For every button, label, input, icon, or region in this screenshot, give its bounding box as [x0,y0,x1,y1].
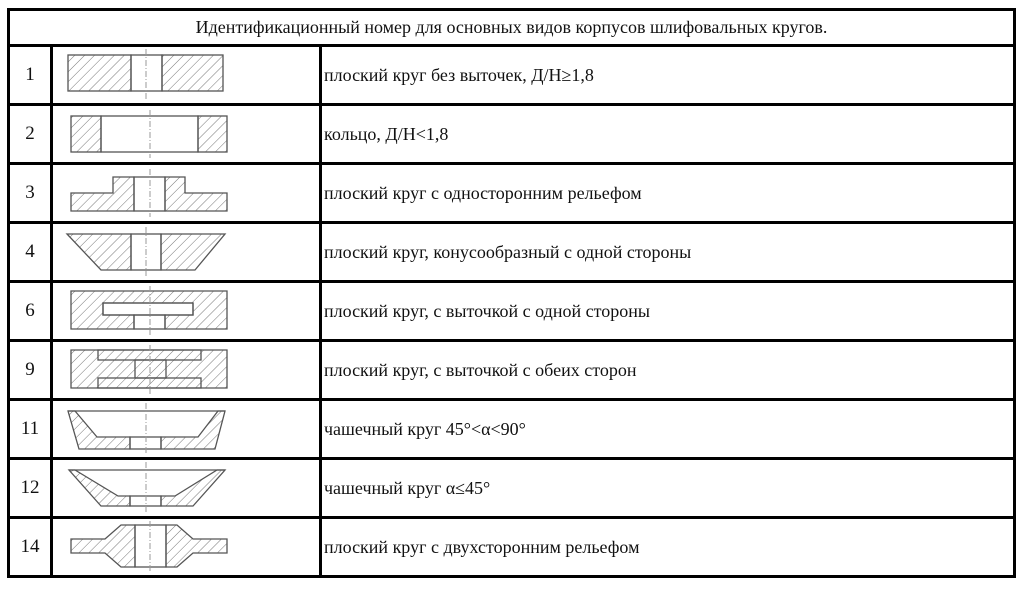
one-side-taper-icon [65,227,227,276]
wheel-types-table: Идентификационный номер для основных вид… [7,8,1016,578]
one-side-relief-icon [70,169,228,217]
row-description: чашечный круг α≤45° [319,457,1016,519]
row-description: кольцо, Д/Н<1,8 [319,103,1016,165]
ring-icon [70,110,228,158]
row-number: 3 [7,162,53,224]
row-description: плоский круг с односторонним рельефом [319,162,1016,224]
table-row: 9 плоский круг, с выточкой с обеих сторо… [7,339,1016,401]
table-row: 4 плоский круг, конусообразный с одной с… [7,221,1016,283]
table-row: 3 плоский круг с односторонним рельефом [7,162,1016,224]
row-number: 6 [7,280,53,342]
row-description: плоский круг, конусообразный с одной сто… [319,221,1016,283]
row-number: 11 [7,398,53,460]
table-row: 2 кольцо, Д/Н<1,8 [7,103,1016,165]
row-number: 14 [7,516,53,578]
row-description: плоский круг, с выточкой с обеих сторон [319,339,1016,401]
row-number: 9 [7,339,53,401]
one-side-recess-icon [70,286,228,335]
two-side-recess-icon [70,345,228,394]
table-row: 14 плоский круг с двухсторонним рельефом [7,516,1016,578]
row-description: плоский круг без выточек, Д/Н≥1,8 [319,44,1016,106]
table-row: 12 чашечный круг α≤45° [7,457,1016,519]
flat-cup-wheel-icon [67,462,227,512]
table-row: 6 плоский круг, с выточкой с одной сторо… [7,280,1016,342]
two-side-relief-icon [70,521,228,573]
row-number: 1 [7,44,53,106]
row-number: 12 [7,457,53,519]
row-description: плоский круг, с выточкой с одной стороны [319,280,1016,342]
table-row: 11 чашечный круг 45°<α<90° [7,398,1016,460]
row-number: 4 [7,221,53,283]
cup-wheel-icon [67,403,226,453]
row-description: плоский круг с двухсторонним рельефом [319,516,1016,578]
row-number: 2 [7,103,53,165]
table-row: 1 плоский круг без выточек, Д/Н≥1,8 [7,44,1016,106]
flat-wheel-icon [67,49,224,99]
row-description: чашечный круг 45°<α<90° [319,398,1016,460]
table-title: Идентификационный номер для основных вид… [7,8,1016,47]
